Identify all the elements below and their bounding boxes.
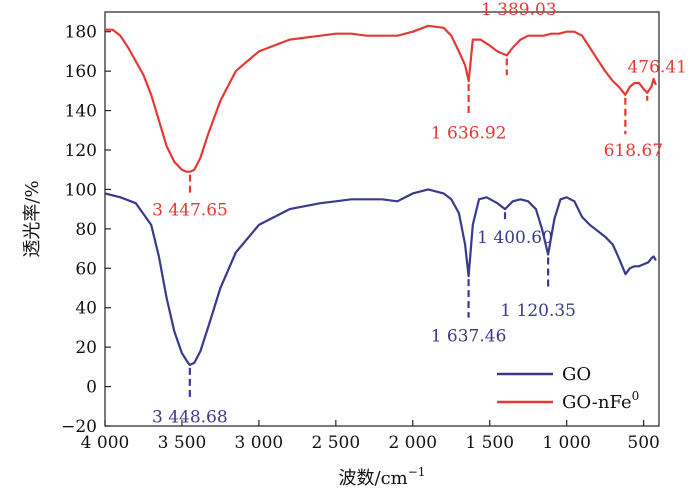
y-tick-label: 40 xyxy=(75,299,97,319)
y-tick-label: 20 xyxy=(75,338,97,358)
plot-frame xyxy=(104,11,660,427)
peak-label: 1 637.46 xyxy=(431,327,507,347)
y-axis-title: 透光率/% xyxy=(22,180,43,257)
x-axis-title-sup: −1 xyxy=(408,465,426,479)
series-lines xyxy=(104,24,657,366)
legend: GO GO-nFe0 xyxy=(497,364,639,413)
x-tick-label: 2 500 xyxy=(311,433,360,453)
y-tick-label: 180 xyxy=(65,23,97,43)
x-tick-label: 2 000 xyxy=(388,433,437,453)
legend-label-text: GO-nFe xyxy=(562,392,632,413)
legend-label: GO-nFe0 xyxy=(562,389,639,413)
series-line-go-nfe xyxy=(105,24,657,173)
x-tick-label: 3 000 xyxy=(235,433,284,453)
peak-label: 1 389.03 xyxy=(481,0,557,20)
x-tick-label: 1 000 xyxy=(542,433,591,453)
y-tick-label: 100 xyxy=(65,180,97,200)
x-tick-label: 500 xyxy=(627,433,659,453)
peak-label: 1 120.35 xyxy=(500,301,576,321)
y-tick-label: 140 xyxy=(65,102,97,122)
legend-label-text: GO xyxy=(562,364,591,385)
peak-label: 1 636.92 xyxy=(431,123,507,143)
x-axis: 4 000 3 500 3 000 2 500 2 000 1 500 1 000 500 xyxy=(81,420,660,453)
peak-label: 3 448.68 xyxy=(152,407,228,427)
y-tick-label: 120 xyxy=(65,141,97,161)
x-tick-label: 4 000 xyxy=(81,433,130,453)
peak-label: 476.41 xyxy=(627,58,686,78)
y-tick-label: 60 xyxy=(75,259,97,279)
legend-label: GO xyxy=(562,364,591,385)
y-tick-label: −20 xyxy=(61,417,97,437)
y-tick-label: 160 xyxy=(65,62,97,82)
x-tick-label: 1 500 xyxy=(465,433,514,453)
peak-label: 1 400.60 xyxy=(477,228,553,248)
peak-label: 3 447.65 xyxy=(152,200,228,220)
y-tick-label: 0 xyxy=(86,378,97,398)
plot-border xyxy=(104,11,660,427)
series-line-go xyxy=(104,188,657,366)
x-axis-title: 波数/cm−1 xyxy=(339,465,426,489)
y-tick-label: 80 xyxy=(75,220,97,240)
peak-annotations: 3 447.65 1 636.92 1 389.03 618.67 476.41 3 44… xyxy=(152,0,687,427)
x-axis-title-text: 波数/cm xyxy=(339,468,408,489)
y-axis: −20 0 20 40 60 80 100 120 140 160 180 xyxy=(61,23,111,437)
x-tick-label: 3 500 xyxy=(158,433,207,453)
peak-label: 618.67 xyxy=(604,141,663,161)
legend-label-sup: 0 xyxy=(632,389,640,403)
